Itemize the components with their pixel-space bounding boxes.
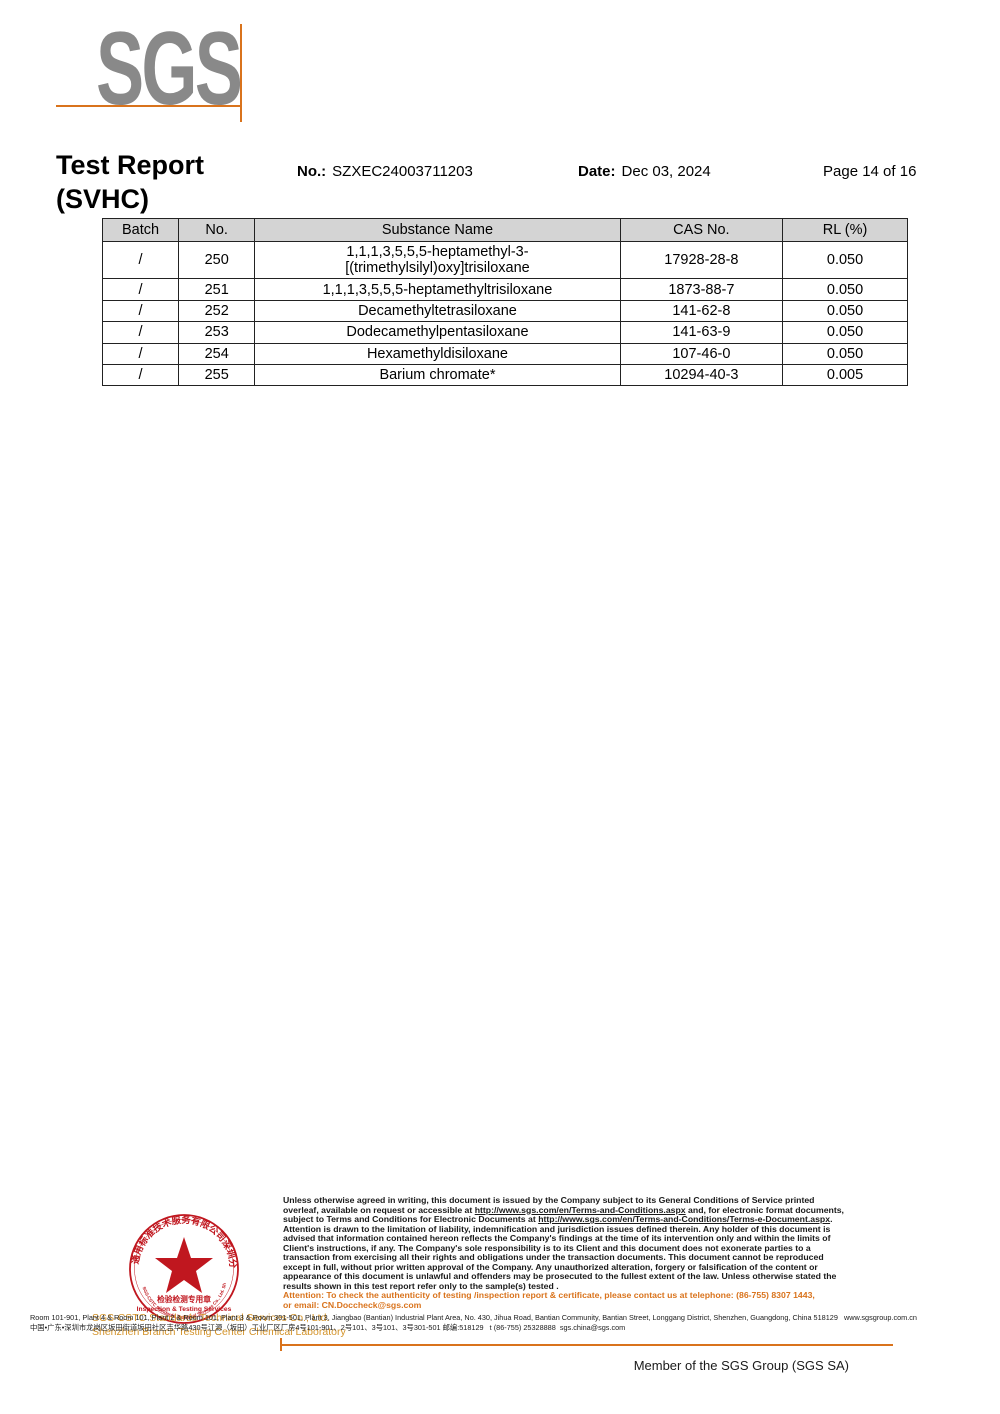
svg-text:检验检测专用章: 检验检测专用章 <box>157 1294 211 1304</box>
